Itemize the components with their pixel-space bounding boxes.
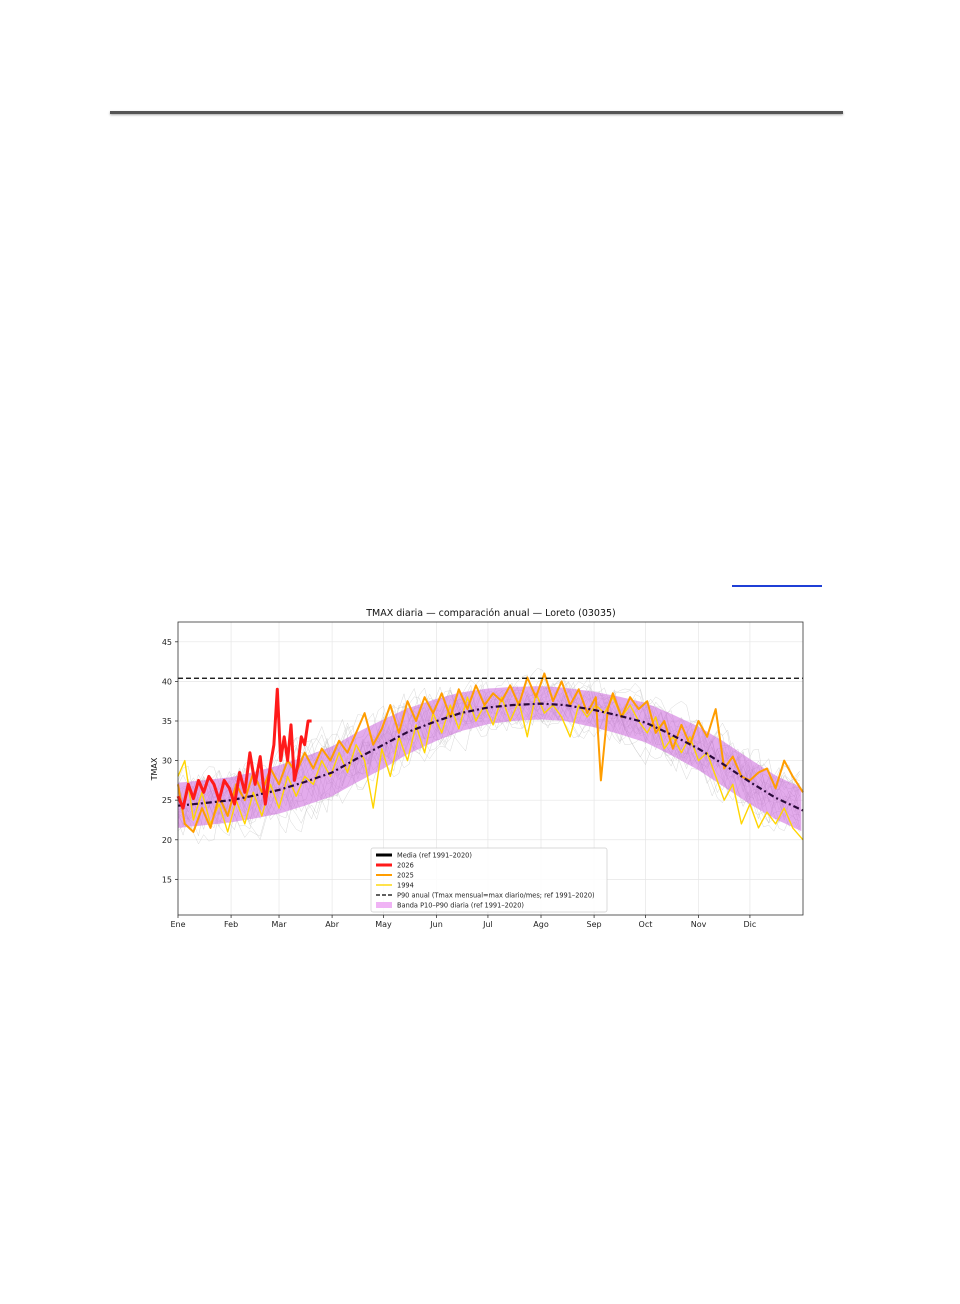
series-2025-line [177,672,804,833]
legend-handle [376,902,392,908]
series-media-line [177,702,804,812]
legend-label: Media (ref 1991–2020) [397,852,472,860]
p10-p90-band [178,686,802,832]
y-tick-label: 30 [162,757,172,766]
y-tick-label: 20 [162,836,172,845]
x-axis-ticks: Ene Feb Mar Abr May Jun Jul Ago Sep Oct Nov Dic [170,915,756,929]
y-tick-label: 15 [162,875,172,884]
plot-frame [177,621,804,916]
x-tick-label: Dic [744,920,757,929]
y-axis-label: TMAX [150,757,159,781]
series-1994-line [177,692,804,841]
y-axis-ticks: 15 20 25 30 35 40 45 [162,638,178,884]
series-2026-line [176,687,312,810]
y-tick-label: 45 [162,638,172,647]
chart-figure: TMAX diaria — comparación anual — Loreto… [140,598,816,938]
legend-label: 1994 [397,882,414,890]
y-tick-label: 25 [162,796,172,805]
y-tick-label: 40 [162,677,172,686]
legend-label: Banda P10–P90 diaria (ref 1991–2020) [397,902,524,910]
x-tick-label: Feb [224,920,238,929]
p10-p90-band-area [178,686,802,832]
series-lines [176,672,804,841]
chart-title: TMAX diaria — comparación anual — Loreto… [365,608,616,619]
x-tick-label: May [375,920,392,929]
legend-label: 2026 [397,862,414,870]
chart-svg: TMAX diaria — comparación anual — Loreto… [150,608,804,929]
x-tick-label: Jun [429,920,443,929]
x-tick-label: Ene [170,920,185,929]
legend-label: P90 anual (Tmax mensual=max diario/mes; … [397,892,595,900]
hyperlink-underline[interactable] [732,585,822,587]
legend-label: 2025 [397,872,414,880]
x-tick-label: Sep [587,920,602,929]
x-tick-label: Nov [691,920,707,929]
y-tick-label: 35 [162,717,172,726]
x-tick-label: Mar [271,920,287,929]
x-tick-label: Oct [639,920,653,929]
x-tick-label: Ago [533,920,549,929]
x-tick-label: Abr [325,920,340,929]
x-tick-label: Jul [482,920,493,929]
legend-box [370,847,608,913]
top-horizontal-rule [110,111,843,114]
chart-legend: Media (ref 1991–2020) 2026 2025 1994 P90 anu… [370,847,608,913]
